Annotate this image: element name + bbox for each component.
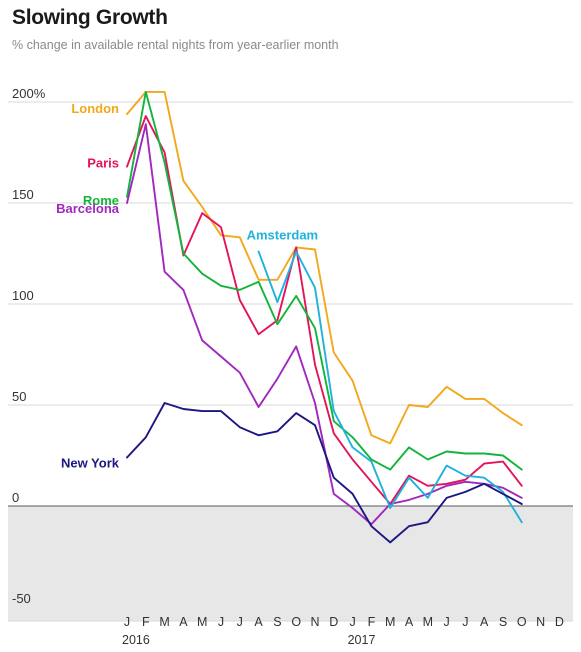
y-tick-label: 0 [12,490,19,505]
series-line-paris [126,115,523,505]
x-tick-label: O [517,615,527,629]
series-line-london [126,90,523,445]
negative-band-layer [8,506,573,621]
x-tick-label: J [124,615,130,629]
chart-title: Slowing Growth [12,6,168,29]
x-tick-label: A [179,615,188,629]
x-tick-label: A [254,615,263,629]
series-label-london: London [71,101,119,116]
x-tick-label: S [499,615,507,629]
series-line-rome [126,90,523,471]
chart-subtitle: % change in available rental nights from… [12,38,339,52]
series-line-barcelona [126,123,523,526]
gridlines [8,101,573,622]
x-tick-label: F [142,615,150,629]
x-tick-label: A [405,615,414,629]
x-tick-label: M [385,615,395,629]
x-tick-label: M [423,615,433,629]
x-tick-label: N [310,615,319,629]
negative-region [8,506,573,621]
y-tick-label: 200% [12,86,46,101]
x-tick-label: J [349,615,355,629]
y-tick-labels: 200% 150 100 50 0 -50 [12,86,46,606]
x-tick-label: N [536,615,545,629]
year-label: 2017 [348,633,376,647]
x-tick-label: O [291,615,301,629]
series-label-new-york: New York [61,456,120,471]
series-label-amsterdam: Amsterdam [247,227,319,242]
y-tick-label: 100 [12,288,34,303]
x-tick-label: D [329,615,338,629]
x-tick-label: J [237,615,243,629]
series-label-paris: Paris [87,156,119,171]
series-line-new-york [126,402,523,544]
x-tick-label: F [368,615,376,629]
x-tick-label: M [159,615,169,629]
series-lines [126,90,523,544]
y-tick-label: -50 [12,591,31,606]
x-tick-label: J [462,615,468,629]
x-tick-label: M [197,615,207,629]
x-tick-label: A [480,615,489,629]
year-label: 2016 [122,633,150,647]
y-tick-label: 150 [12,187,34,202]
series-label-barcelona: Barcelona [56,201,120,216]
series-label-rome: Rome [83,193,119,208]
series-line-amsterdam [257,250,523,524]
x-tick-label: D [555,615,564,629]
x-tick-label: J [443,615,449,629]
y-tick-label: 50 [12,389,26,404]
x-tick-label: S [273,615,281,629]
x-tick-label: J [218,615,224,629]
